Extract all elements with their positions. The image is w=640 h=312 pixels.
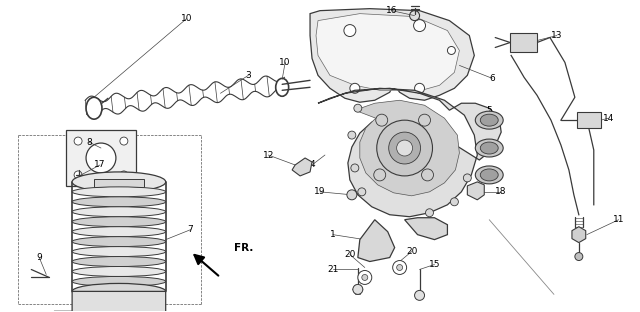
Text: 5: 5 <box>486 106 492 115</box>
Ellipse shape <box>72 276 166 286</box>
Text: 16: 16 <box>386 6 397 15</box>
Ellipse shape <box>72 256 166 266</box>
Text: 13: 13 <box>551 31 563 40</box>
Text: 5: 5 <box>407 150 412 159</box>
Text: 2: 2 <box>429 227 435 236</box>
Text: 15: 15 <box>429 260 440 269</box>
Text: 20: 20 <box>344 250 356 259</box>
Ellipse shape <box>480 142 498 154</box>
Polygon shape <box>577 112 601 128</box>
Ellipse shape <box>480 169 498 181</box>
Ellipse shape <box>72 246 166 256</box>
Polygon shape <box>355 100 460 196</box>
Text: 10: 10 <box>280 58 291 67</box>
Circle shape <box>358 188 366 196</box>
Polygon shape <box>572 227 586 243</box>
Polygon shape <box>94 179 144 187</box>
Circle shape <box>358 271 372 285</box>
Circle shape <box>413 20 426 32</box>
Circle shape <box>354 104 362 112</box>
Text: 14: 14 <box>603 114 614 123</box>
Circle shape <box>344 25 356 37</box>
Circle shape <box>377 120 433 176</box>
Text: 8: 8 <box>86 138 92 147</box>
Bar <box>75 178 83 183</box>
Ellipse shape <box>72 172 166 192</box>
Circle shape <box>447 46 456 55</box>
Circle shape <box>351 164 359 172</box>
Ellipse shape <box>72 187 166 197</box>
Circle shape <box>376 114 388 126</box>
Ellipse shape <box>86 97 102 119</box>
Text: 18: 18 <box>495 187 507 196</box>
Circle shape <box>120 137 128 145</box>
Text: 11: 11 <box>613 215 625 224</box>
Ellipse shape <box>72 227 166 236</box>
Circle shape <box>362 275 368 280</box>
Text: 4: 4 <box>309 160 315 169</box>
Text: 6: 6 <box>490 74 495 83</box>
Circle shape <box>348 131 356 139</box>
Circle shape <box>393 261 406 275</box>
Circle shape <box>575 253 583 261</box>
Ellipse shape <box>276 78 289 96</box>
Circle shape <box>74 171 82 179</box>
Circle shape <box>374 169 386 181</box>
Ellipse shape <box>72 217 166 227</box>
Text: 20: 20 <box>406 247 417 256</box>
Ellipse shape <box>476 111 503 129</box>
Circle shape <box>419 114 431 126</box>
Ellipse shape <box>72 283 166 299</box>
Circle shape <box>397 265 403 271</box>
Text: 7: 7 <box>188 225 193 234</box>
Circle shape <box>388 132 420 164</box>
Ellipse shape <box>72 266 166 276</box>
Ellipse shape <box>72 207 166 217</box>
Circle shape <box>451 198 458 206</box>
Polygon shape <box>404 218 447 240</box>
Circle shape <box>410 11 420 21</box>
Ellipse shape <box>476 166 503 184</box>
Circle shape <box>74 137 82 145</box>
Text: 17: 17 <box>94 160 106 169</box>
Circle shape <box>415 83 424 93</box>
Circle shape <box>415 290 424 300</box>
Ellipse shape <box>480 114 498 126</box>
Polygon shape <box>54 291 166 312</box>
Circle shape <box>347 190 357 200</box>
Circle shape <box>422 169 433 181</box>
Circle shape <box>397 140 413 156</box>
Circle shape <box>426 209 433 217</box>
Ellipse shape <box>72 197 166 207</box>
Text: 3: 3 <box>246 71 251 80</box>
Text: 10: 10 <box>181 14 193 23</box>
Polygon shape <box>467 182 484 200</box>
Polygon shape <box>318 88 501 217</box>
Text: 12: 12 <box>262 150 274 159</box>
Circle shape <box>86 143 116 173</box>
Circle shape <box>120 171 128 179</box>
Polygon shape <box>316 14 460 90</box>
Text: 1: 1 <box>330 230 336 239</box>
Circle shape <box>463 174 471 182</box>
Text: 9: 9 <box>36 253 42 262</box>
Text: 19: 19 <box>314 187 326 196</box>
Polygon shape <box>66 130 136 186</box>
Polygon shape <box>292 158 312 176</box>
Circle shape <box>350 83 360 93</box>
Ellipse shape <box>476 139 503 157</box>
Polygon shape <box>510 32 537 52</box>
Polygon shape <box>310 9 474 102</box>
Polygon shape <box>358 220 395 261</box>
Text: FR.: FR. <box>234 243 253 253</box>
Text: 21: 21 <box>327 265 339 274</box>
Ellipse shape <box>72 236 166 246</box>
Circle shape <box>353 285 363 295</box>
